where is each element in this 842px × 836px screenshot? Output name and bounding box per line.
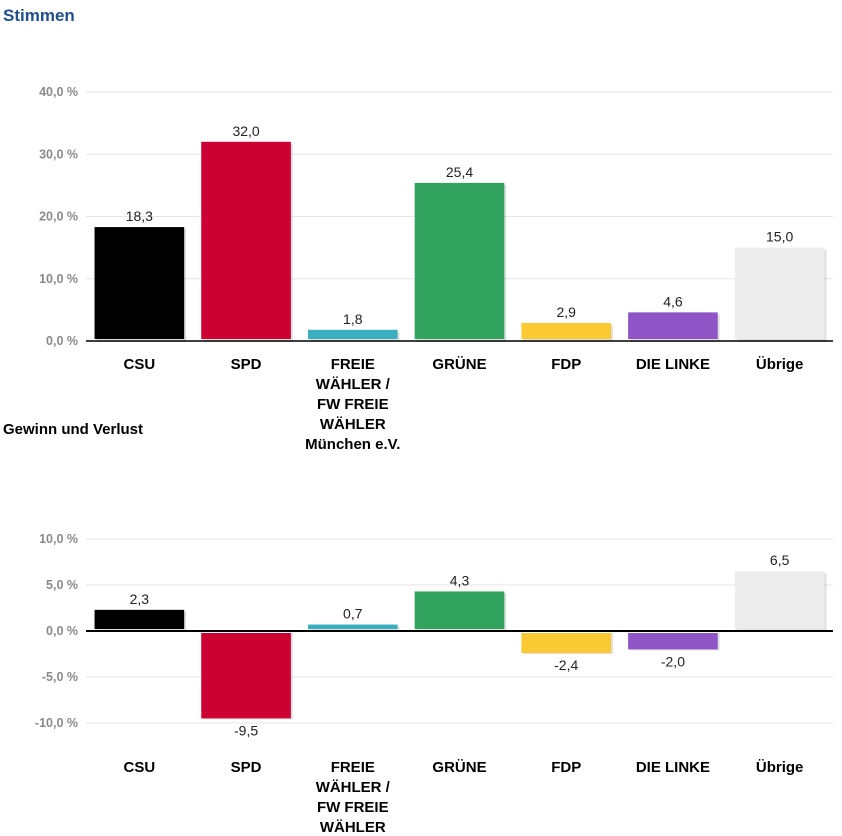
x-category-label: SPD: [231, 356, 262, 373]
x-category-label-line: FREIE: [331, 759, 375, 776]
bar-die-linke: [628, 633, 718, 650]
x-category-label: DIE LINKE: [636, 759, 710, 776]
x-category-label-line: WÄHLER /: [316, 779, 391, 796]
data-label: -9,5: [234, 722, 258, 738]
x-category-label: Übrige: [756, 356, 804, 373]
x-category-label: GRÜNE: [432, 356, 486, 373]
bar-die-linke: [628, 312, 718, 339]
data-label: 1,8: [343, 311, 363, 327]
x-category-label: FDP: [551, 356, 581, 373]
x-category-label-line: SPD: [231, 356, 262, 373]
y-tick-label: 10,0 %: [39, 272, 78, 286]
chart-gewinn-verlust: -10,0 % -5,0 % 0,0 % 5,0 % 10,0 % 2,3 CSU -9,5 S…: [35, 532, 833, 836]
chart-stimmen: 0,0 % 10,0 % 20,0 % 30,0 % 40,0 % 18,3 CSU 32,0…: [39, 85, 833, 453]
y-tick-label: 20,0 %: [39, 210, 78, 224]
x-category-label: CSU: [124, 356, 156, 373]
data-label: 4,3: [450, 572, 470, 588]
data-label: -2,0: [661, 653, 685, 669]
y-tick-label: 0,0 %: [46, 624, 78, 638]
bar-shadow: [309, 626, 400, 632]
x-category-label-line: GRÜNE: [432, 356, 486, 373]
x-category-label-line: DIE LINKE: [636, 356, 710, 373]
y-tick-label: -10,0 %: [35, 716, 78, 730]
chart-title-stimmen: Stimmen: [3, 6, 75, 25]
bar-csu: [94, 609, 185, 629]
x-category-label: Übrige: [756, 759, 804, 776]
x-category-label-line: FDP: [551, 356, 581, 373]
x-category-label: CSU: [124, 759, 156, 776]
x-category-label-line: FW FREIE: [317, 799, 389, 816]
x-category-label: DIE LINKE: [636, 356, 710, 373]
x-category-label-line: GRÜNE: [432, 759, 486, 776]
x-category-label-line: CSU: [124, 759, 156, 776]
x-category-label-line: FDP: [551, 759, 581, 776]
bar-grüne: [414, 591, 505, 629]
x-category-label-line: Übrige: [756, 356, 804, 373]
data-label: 32,0: [232, 123, 259, 139]
bar-übrige: [734, 247, 825, 339]
x-category-label-line: FREIE: [331, 356, 375, 373]
data-label: 2,3: [130, 591, 150, 607]
bar-spd: [201, 633, 291, 719]
data-label: 15,0: [766, 229, 793, 245]
data-label: 18,3: [126, 208, 153, 224]
data-label: 0,7: [343, 606, 363, 622]
y-tick-label: 5,0 %: [46, 578, 78, 592]
y-tick-label: 30,0 %: [39, 147, 78, 161]
x-category-label-line: München e.V.: [305, 436, 400, 453]
bar-freie-wähler-fw-freie-wähler: [307, 624, 398, 629]
data-label: 25,4: [446, 164, 473, 180]
y-tick-label: 10,0 %: [39, 532, 78, 546]
x-category-label-line: SPD: [231, 759, 262, 776]
y-tick-label: -5,0 %: [42, 670, 78, 684]
x-category-label: FREIE WÄHLER / FW FREIE WÄHLER: [316, 759, 391, 836]
bar-freie-wähler-fw-freie-wähler-münchen-e-v-: [307, 329, 398, 339]
bar-spd: [201, 141, 291, 339]
bar-csu: [94, 227, 185, 339]
x-category-label: SPD: [231, 759, 262, 776]
x-category-label: GRÜNE: [432, 759, 486, 776]
data-label: 2,9: [556, 304, 576, 320]
bar-fdp: [521, 633, 612, 654]
x-category-label-line: DIE LINKE: [636, 759, 710, 776]
y-tick-label: 0,0 %: [46, 334, 78, 348]
x-category-label-line: WÄHLER: [320, 819, 386, 836]
bar-fdp: [521, 322, 612, 339]
x-category-label-line: CSU: [124, 356, 156, 373]
data-label: -2,4: [554, 657, 578, 673]
x-category-label-line: Übrige: [756, 759, 804, 776]
x-category-label-line: WÄHLER /: [316, 376, 391, 393]
bar-grüne: [414, 182, 505, 339]
y-tick-label: 40,0 %: [39, 85, 78, 99]
x-category-label-line: WÄHLER: [320, 416, 386, 433]
x-category-label: FDP: [551, 759, 581, 776]
x-category-label-line: FW FREIE: [317, 396, 389, 413]
x-category-label: FREIE WÄHLER / FW FREIE WÄHLER München e.V.: [305, 356, 400, 453]
data-label: 6,5: [770, 552, 790, 568]
chart-title-gewinn-verlust: Gewinn und Verlust: [3, 421, 144, 438]
bar-übrige: [734, 571, 825, 629]
data-label: 4,6: [663, 293, 683, 309]
